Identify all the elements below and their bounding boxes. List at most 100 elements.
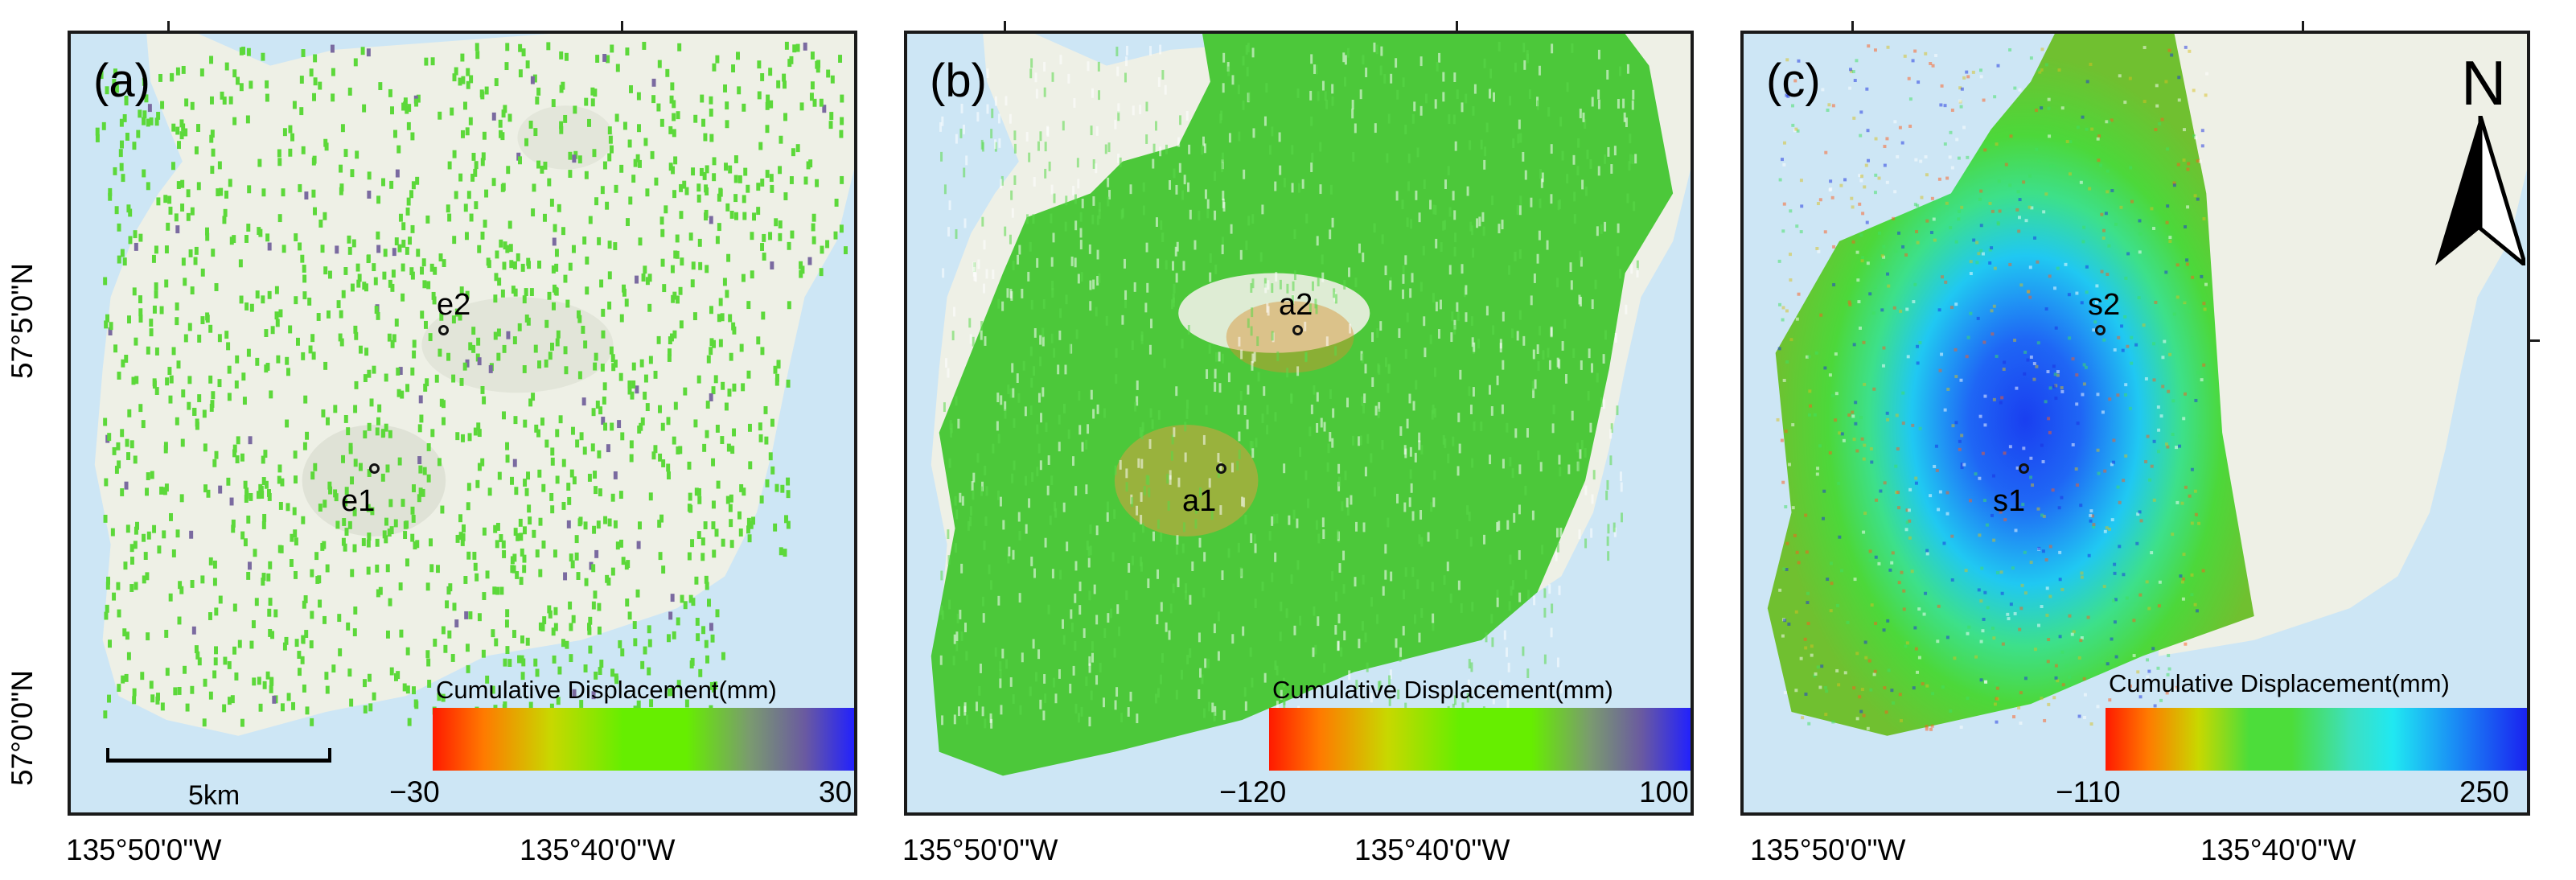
displacement-pixel	[461, 434, 465, 442]
displacement-pixel	[625, 47, 630, 56]
displacement-pixel	[1502, 360, 1505, 370]
displacement-pixel	[618, 491, 623, 500]
displacement-pixel	[2001, 642, 2005, 646]
displacement-pixel	[1097, 61, 1100, 72]
displacement-pixel	[1418, 212, 1421, 223]
displacement-pixel	[678, 446, 683, 454]
displacement-pixel	[138, 109, 142, 118]
displacement-pixel	[409, 267, 414, 276]
displacement-pixel	[1351, 100, 1354, 109]
displacement-pixel	[1609, 455, 1613, 466]
displacement-pixel	[540, 623, 545, 631]
displacement-pixel	[1242, 56, 1245, 66]
displacement-pixel	[1073, 98, 1076, 108]
displacement-pixel	[2028, 265, 2032, 269]
displacement-pixel	[971, 481, 974, 491]
displacement-pixel	[397, 457, 402, 466]
displacement-pixel	[2040, 106, 2044, 110]
displacement-pixel	[1905, 307, 1909, 311]
displacement-pixel	[1358, 243, 1361, 253]
displacement-pixel	[1860, 259, 1864, 263]
displacement-pixel	[1008, 546, 1011, 557]
displacement-pixel	[2164, 80, 2168, 84]
displacement-pixel	[265, 671, 270, 680]
displacement-pixel	[749, 520, 754, 529]
displacement-pixel	[241, 372, 246, 381]
displacement-pixel	[1221, 353, 1224, 364]
displacement-pixel	[1892, 701, 1896, 705]
point-label-e2: e2	[437, 288, 471, 322]
displacement-pixel	[2113, 562, 2117, 566]
displacement-pixel	[1247, 384, 1250, 395]
displacement-pixel	[1069, 343, 1072, 354]
displacement-pixel	[158, 73, 162, 82]
displacement-pixel	[1543, 607, 1547, 618]
displacement-pixel	[541, 540, 546, 549]
displacement-pixel	[471, 327, 476, 335]
displacement-pixel	[624, 298, 629, 307]
displacement-pixel	[1152, 531, 1155, 541]
displacement-pixel	[105, 582, 110, 590]
displacement-pixel	[691, 167, 696, 176]
displacement-pixel	[670, 594, 675, 602]
displacement-pixel	[1783, 619, 1787, 623]
displacement-pixel	[591, 601, 596, 610]
displacement-pixel	[1217, 452, 1220, 463]
displacement-pixel	[742, 195, 746, 204]
displacement-pixel	[481, 152, 486, 161]
displacement-pixel	[167, 195, 172, 204]
displacement-pixel	[1064, 364, 1067, 375]
displacement-pixel	[1342, 584, 1346, 594]
displacement-pixel	[168, 593, 173, 602]
displacement-pixel	[803, 42, 807, 51]
displacement-pixel	[999, 661, 1002, 671]
displacement-pixel	[1900, 141, 1904, 145]
displacement-pixel	[1305, 213, 1309, 224]
displacement-pixel	[366, 48, 371, 57]
displacement-pixel	[1395, 58, 1398, 68]
displacement-pixel	[1488, 88, 1491, 99]
displacement-pixel	[425, 378, 429, 387]
displacement-pixel	[1578, 294, 1581, 305]
displacement-pixel	[414, 98, 419, 107]
displacement-pixel	[1136, 713, 1139, 724]
displacement-pixel	[1859, 416, 1863, 420]
displacement-pixel	[2023, 676, 2028, 681]
displacement-pixel	[1043, 674, 1046, 684]
displacement-pixel	[1885, 180, 1889, 184]
displacement-pixel	[553, 607, 558, 615]
displacement-pixel	[497, 471, 502, 480]
displacement-pixel	[438, 348, 442, 357]
displacement-pixel	[190, 685, 195, 694]
displacement-pixel	[1518, 249, 1522, 259]
displacement-pixel	[310, 569, 314, 578]
displacement-pixel	[1247, 318, 1250, 328]
displacement-pixel	[1472, 248, 1475, 258]
displacement-pixel	[1167, 500, 1170, 511]
displacement-pixel	[672, 190, 677, 199]
displacement-pixel	[770, 466, 775, 475]
displacement-pixel	[1085, 676, 1088, 686]
displacement-pixel	[1859, 179, 1863, 183]
displacement-pixel	[2003, 451, 2007, 455]
displacement-pixel	[1576, 442, 1580, 453]
displacement-pixel	[1298, 183, 1300, 193]
displacement-pixel	[394, 237, 399, 246]
displacement-pixel	[783, 113, 787, 121]
displacement-pixel	[1323, 421, 1326, 432]
displacement-pixel	[811, 223, 816, 232]
displacement-pixel	[1221, 152, 1224, 162]
displacement-pixel	[556, 697, 561, 705]
displacement-pixel	[1986, 606, 1990, 610]
displacement-pixel	[1413, 614, 1416, 624]
displacement-pixel	[1977, 252, 1981, 256]
displacement-pixel	[1432, 621, 1435, 631]
displacement-pixel	[697, 238, 702, 247]
displacement-pixel	[1334, 625, 1337, 635]
displacement-pixel	[415, 176, 420, 185]
displacement-pixel	[1299, 446, 1302, 457]
displacement-pixel	[1522, 43, 1526, 53]
displacement-pixel	[1313, 64, 1317, 74]
displacement-pixel	[675, 250, 680, 259]
displacement-pixel	[997, 595, 1000, 606]
